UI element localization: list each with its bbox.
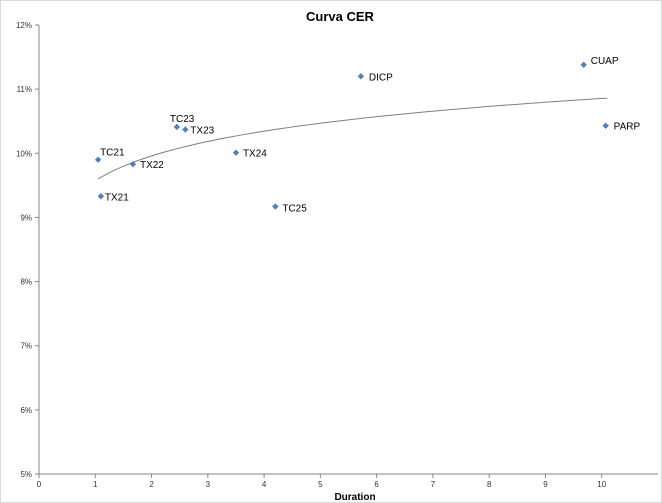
data-label-tx21: TX21 bbox=[105, 192, 129, 203]
x-tick-label: 6 bbox=[374, 480, 379, 489]
x-tick-label: 9 bbox=[543, 480, 548, 489]
y-tick-label: 11% bbox=[17, 85, 32, 94]
data-label-cuap: CUAP bbox=[591, 56, 619, 67]
data-label-tc23: TC23 bbox=[170, 114, 195, 125]
data-label-tc21: TC21 bbox=[100, 148, 125, 159]
y-tick-label: 5% bbox=[20, 470, 32, 479]
x-tick-label: 3 bbox=[206, 480, 211, 489]
trendline bbox=[97, 97, 608, 180]
data-point-cuap bbox=[580, 61, 587, 68]
x-axis-title: Duration bbox=[334, 492, 375, 503]
data-label-dicp: DICP bbox=[369, 72, 393, 83]
y-tick-label: 9% bbox=[20, 213, 32, 222]
x-tick-label: 0 bbox=[37, 480, 42, 489]
data-point-tc23 bbox=[173, 123, 181, 131]
y-tick-label: 6% bbox=[20, 406, 32, 415]
x-tick-label: 7 bbox=[431, 480, 436, 489]
data-label-parp: PARP bbox=[614, 122, 641, 133]
axes: 5% 6% 7% 8% 9% 10% 11% 12% 0 1 2 3 4 5 6 7 8 9 10 bbox=[16, 21, 658, 489]
data-label-tc25: TC25 bbox=[282, 204, 307, 215]
data-point-tc25 bbox=[272, 203, 279, 210]
y-tick-label: 10% bbox=[16, 149, 32, 158]
y-tick-label: 8% bbox=[20, 278, 32, 287]
y-tick-label: 12% bbox=[16, 21, 32, 30]
trendline-group bbox=[97, 97, 608, 180]
data-point-tx21 bbox=[97, 193, 105, 200]
data-point-tx22 bbox=[129, 160, 137, 168]
data-point-tx23 bbox=[182, 126, 189, 133]
data-label-tx23: TX23 bbox=[190, 126, 214, 137]
y-tick-label: 7% bbox=[20, 342, 32, 351]
x-tick-label: 8 bbox=[487, 480, 492, 489]
x-tick-label: 4 bbox=[262, 480, 267, 489]
data-point-parp bbox=[602, 122, 609, 129]
x-tick-label: 10 bbox=[597, 480, 606, 489]
chart-title: Curva CER bbox=[306, 9, 375, 24]
x-tick-label: 5 bbox=[318, 480, 323, 489]
x-tick-label: 2 bbox=[149, 480, 154, 489]
data-label-tx22: TX22 bbox=[140, 160, 164, 171]
x-tick-label: 1 bbox=[93, 480, 98, 489]
data-point-tc21 bbox=[94, 156, 102, 163]
data-label-tx24: TX24 bbox=[243, 149, 267, 160]
data-point-dicp bbox=[357, 73, 365, 80]
data-point-tx24 bbox=[232, 149, 240, 156]
